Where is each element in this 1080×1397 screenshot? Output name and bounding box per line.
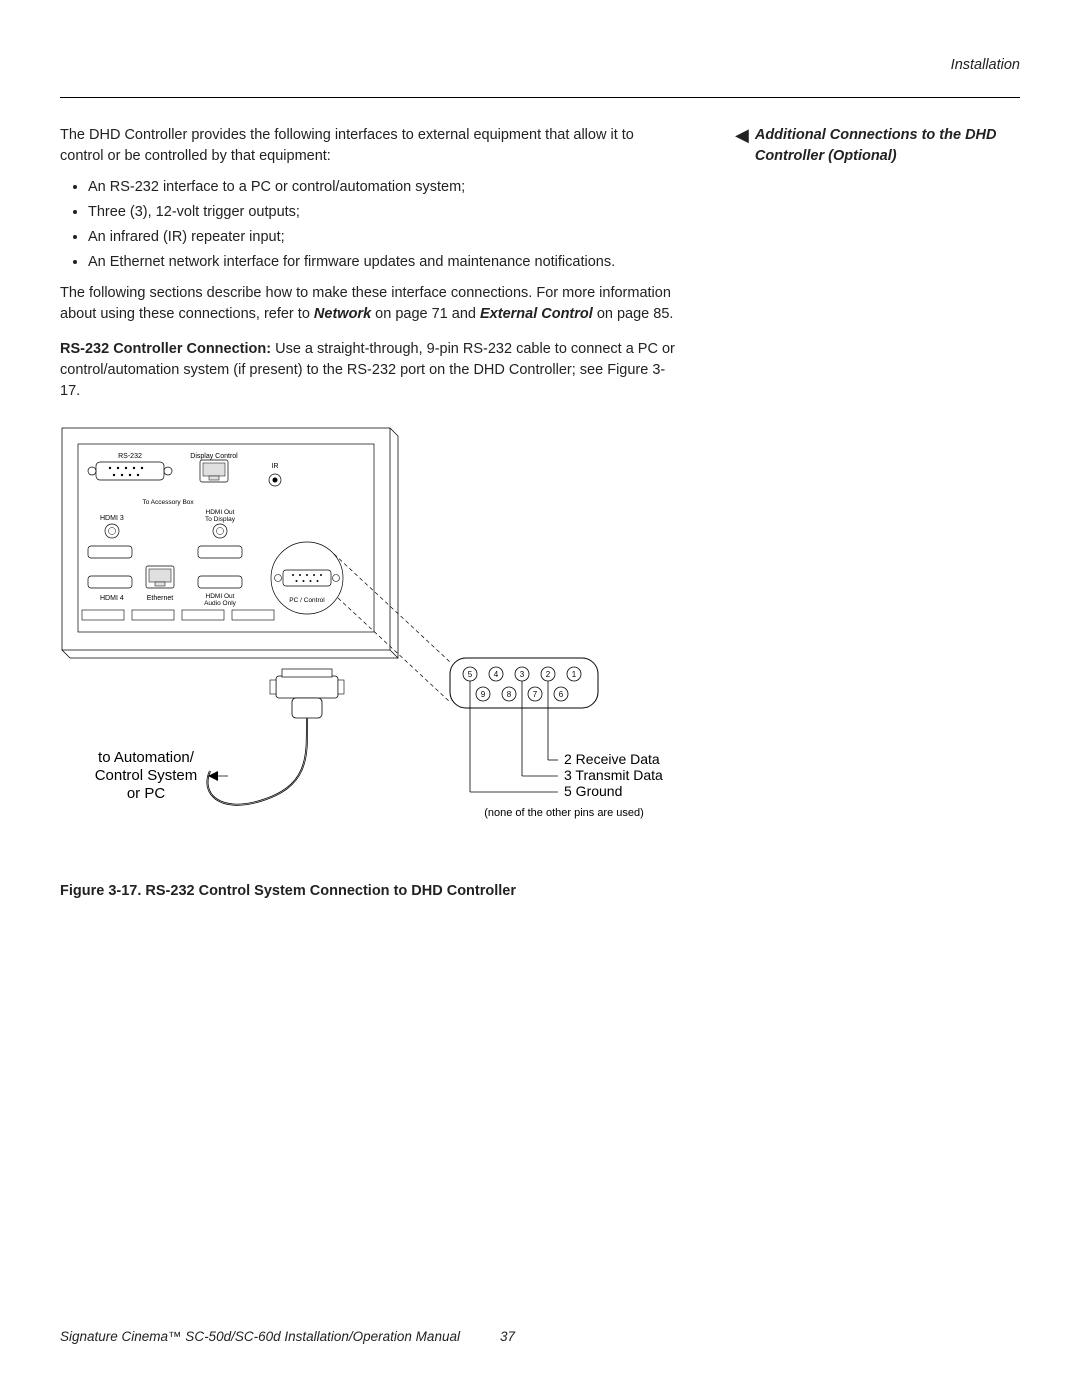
section-label: Installation (951, 55, 1020, 76)
label-ir: IR (272, 463, 279, 470)
label-hdmi3: HDMI 3 (100, 515, 124, 522)
footer-title: Signature Cinema™ SC-50d/SC-60d Installa… (60, 1327, 460, 1347)
label-display-control: Display Control (190, 453, 238, 460)
footer: Signature Cinema™ SC-50d/SC-60d Installa… (60, 1327, 1020, 1347)
label-hdmi-out-display-l1: HDMI Out (206, 509, 235, 516)
list-item: An Ethernet network interface for firmwa… (88, 252, 678, 273)
svg-text:4: 4 (494, 670, 499, 679)
label-ethernet: Ethernet (147, 595, 174, 602)
pin-legend-5: 5 Ground (564, 783, 622, 799)
svg-text:Audio Only: Audio Only (204, 600, 237, 607)
intro-paragraph: The DHD Controller provides the followin… (60, 125, 678, 167)
label-accessory: To Accessory Box (142, 499, 194, 506)
rs232-heading: RS-232 Controller Connection: (60, 341, 271, 357)
rs232-paragraph: RS-232 Controller Connection: Use a stra… (60, 339, 678, 402)
svg-text:1: 1 (572, 670, 577, 679)
svg-text:6: 6 (559, 690, 564, 699)
svg-text:2: 2 (546, 670, 551, 679)
label-hdmi-out-display-l2: To Display (205, 516, 236, 523)
list-item: An infrared (IR) repeater input; (88, 227, 678, 248)
footer-page-number: 37 (500, 1327, 515, 1347)
margin-callout: ◀ Additional Connections to the DHD Cont… (735, 125, 1020, 167)
callout-l3: or PC (127, 785, 166, 802)
list-item: Three (3), 12-volt trigger outputs; (88, 202, 678, 223)
pin-legend-3: 3 Transmit Data (564, 767, 663, 783)
text-run: on page 85. (593, 306, 674, 322)
interface-list: An RS-232 interface to a PC or control/a… (60, 177, 678, 273)
svg-text:HDMI Out: HDMI Out (206, 593, 235, 600)
callout-l2: Control System (95, 767, 198, 784)
top-rule (60, 97, 1020, 98)
margin-arrow-icon: ◀ (735, 126, 749, 144)
pinout-note: (none of the other pins are used) (484, 807, 644, 819)
figure-caption: Figure 3-17. RS-232 Control System Conne… (60, 881, 678, 902)
svg-text:8: 8 (507, 690, 512, 699)
main-column: The DHD Controller provides the followin… (60, 125, 678, 902)
link-external-control: External Control (480, 306, 593, 322)
callout-l1: to Automation/ (98, 749, 195, 766)
label-rs232-top: RS-232 (118, 453, 142, 460)
margin-heading: Additional Connections to the DHD Contro… (755, 125, 1020, 167)
svg-text:3: 3 (520, 670, 525, 679)
svg-text:7: 7 (533, 690, 538, 699)
figure-3-17: RS-232 Display Control IR (60, 426, 678, 863)
svg-text:5: 5 (468, 670, 473, 679)
label-pc-control: PC / Control (289, 597, 325, 604)
list-item: An RS-232 interface to a PC or control/a… (88, 177, 678, 198)
svg-text:9: 9 (481, 690, 486, 699)
label-hdmi4: HDMI 4 (100, 595, 124, 602)
figure-svg: RS-232 Display Control IR (60, 426, 678, 856)
pin-legend-2: 2 Receive Data (564, 751, 660, 767)
link-network: Network (314, 306, 371, 322)
followup-paragraph: The following sections describe how to m… (60, 283, 678, 325)
text-run: on page 71 and (371, 306, 480, 322)
